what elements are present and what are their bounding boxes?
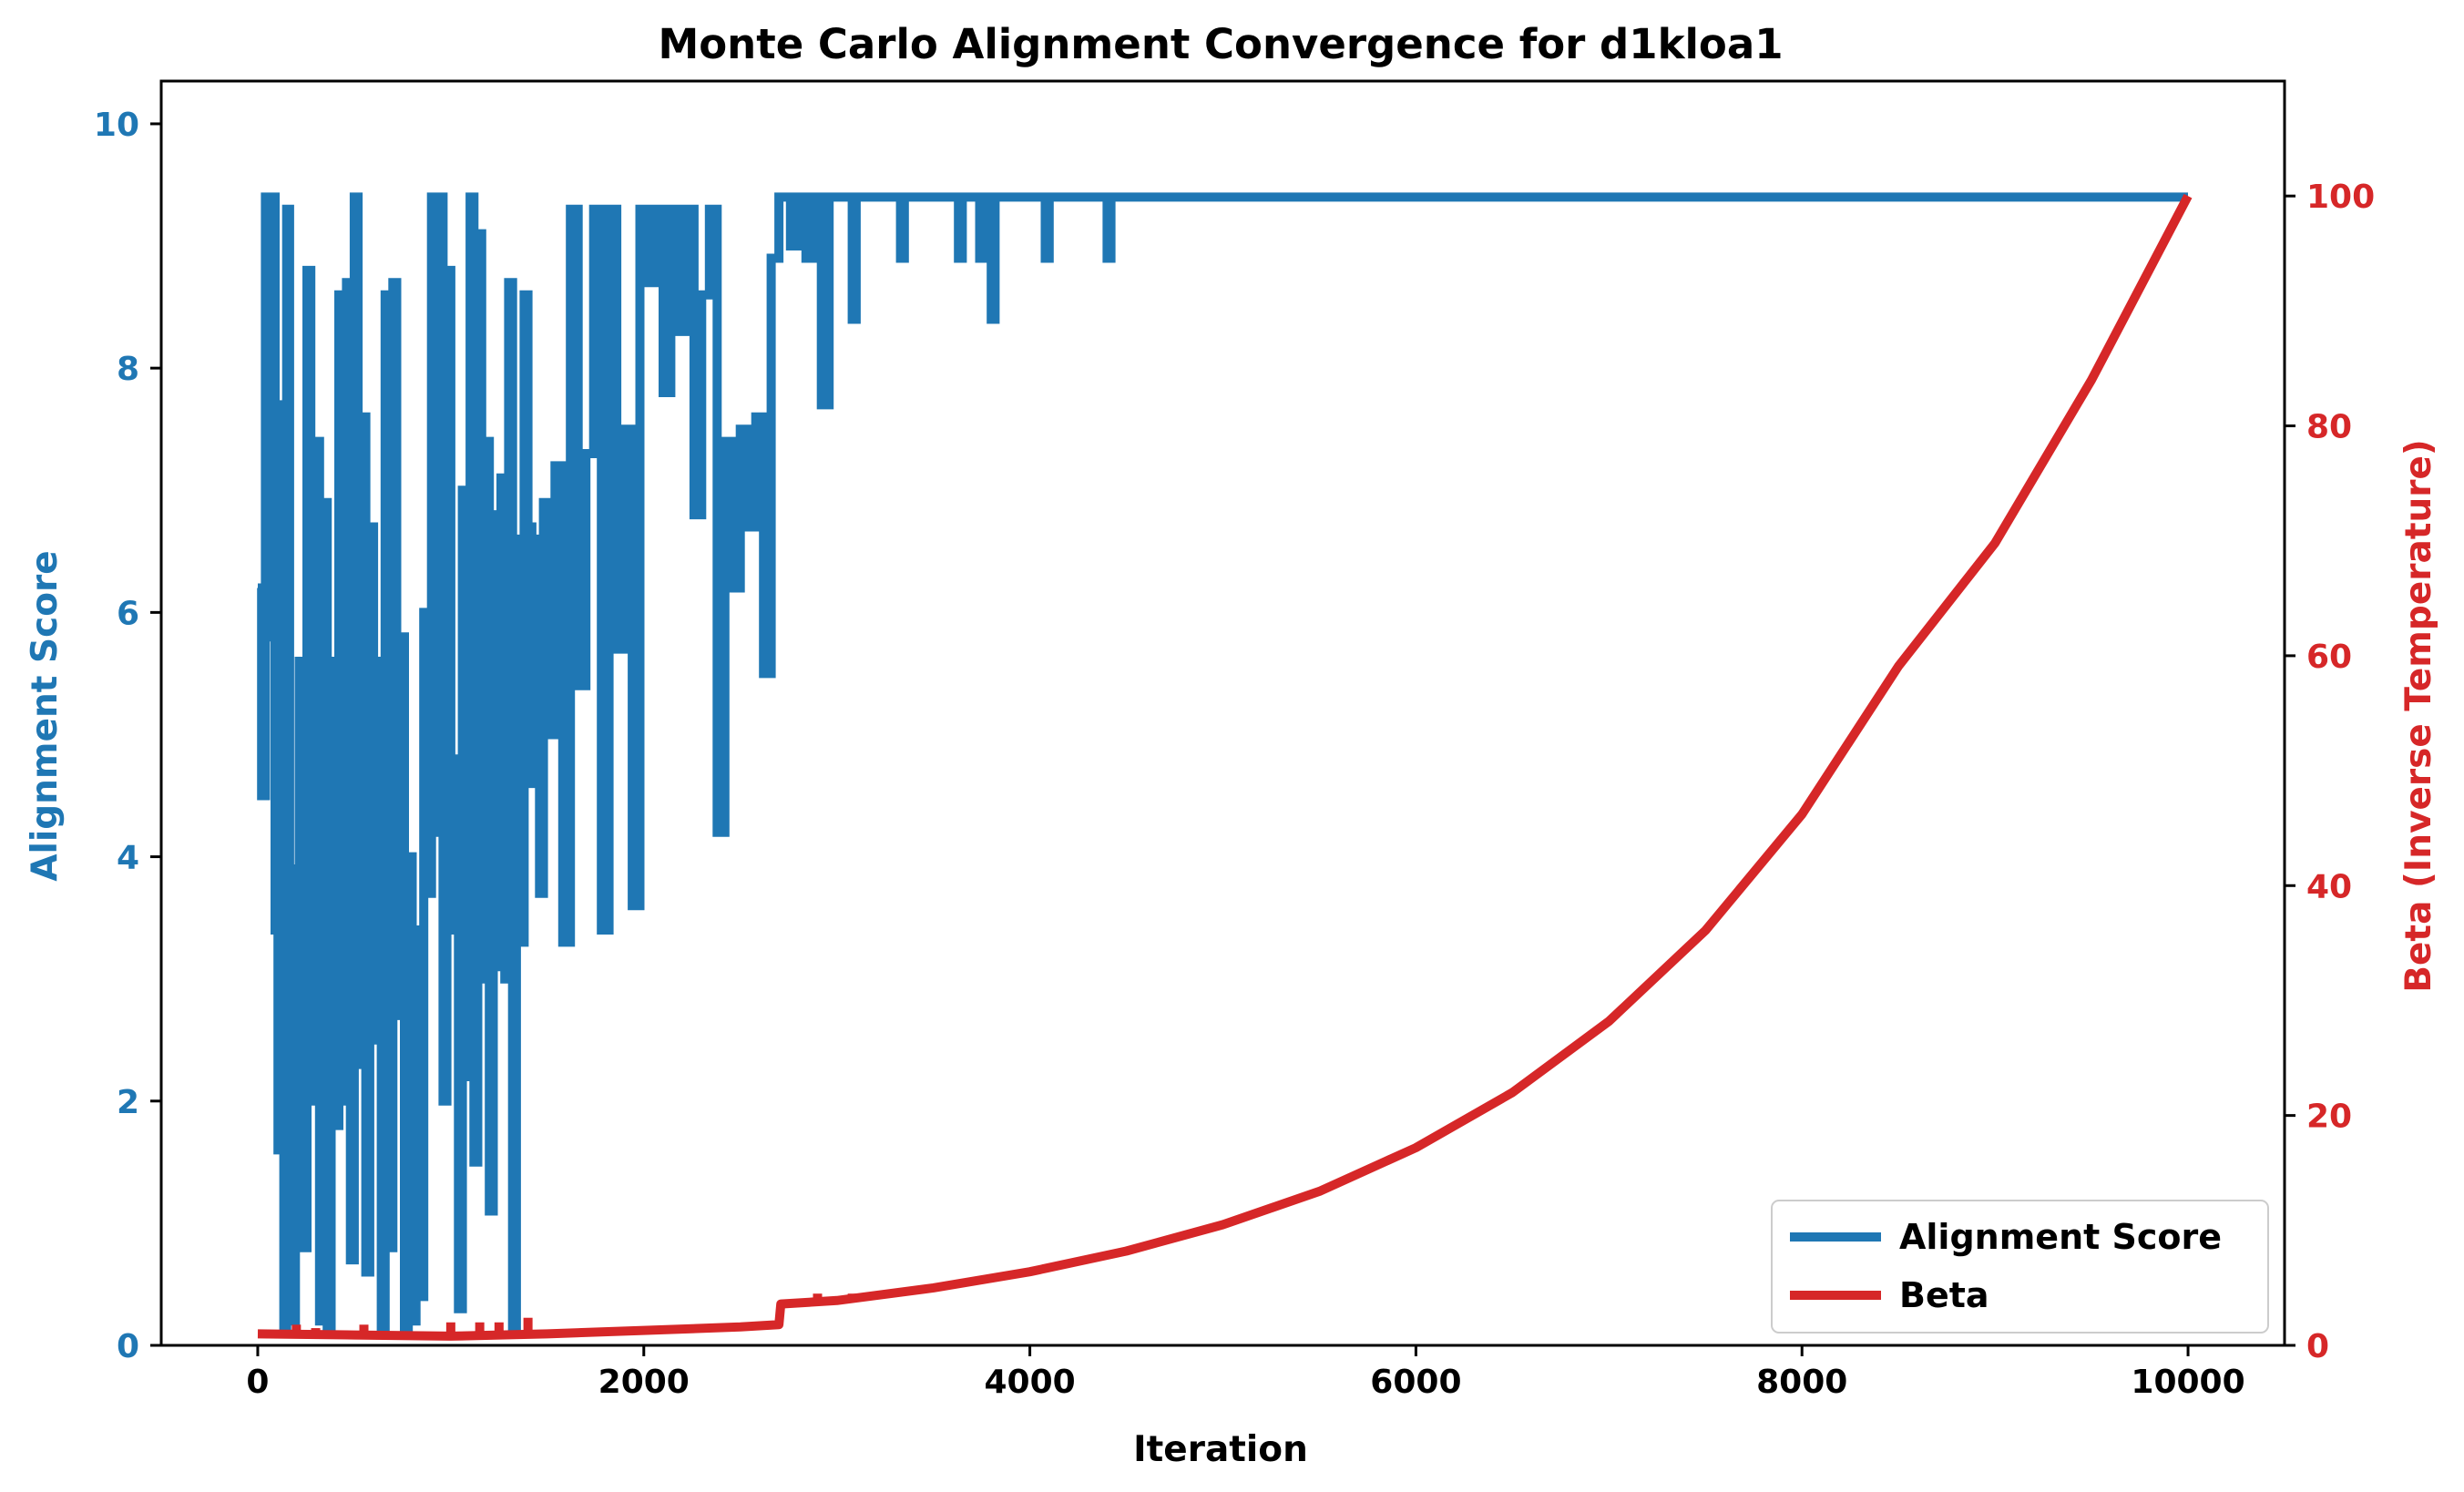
series-line-alignment-score [257, 192, 2188, 1338]
x-tick-label: 2000 [598, 1364, 690, 1401]
y-left-tick-label: 8 [117, 351, 139, 388]
x-tick-label: 0 [246, 1364, 269, 1401]
legend: Alignment Score Beta [1771, 1200, 2269, 1334]
y-right-tick-label: 40 [2306, 868, 2352, 905]
y-left-tick-label: 4 [117, 840, 139, 877]
y-right-tick-label: 80 [2306, 409, 2352, 446]
x-tick-label: 10000 [2131, 1364, 2244, 1401]
axes-layer: 0 2000 4000 6000 8000 10000024681002040608010… [94, 79, 2375, 1401]
y-left-tick-label: 2 [117, 1084, 139, 1121]
y-right-tick-label: 60 [2306, 639, 2352, 676]
y-left-tick-label: 0 [117, 1328, 139, 1365]
x-tick-label: 8000 [1756, 1364, 1847, 1401]
series-layer [257, 192, 2193, 1341]
x-axis-title: Iteration [1133, 1429, 1308, 1470]
legend-box [1771, 1200, 2269, 1334]
chart-title: Monte Carlo Alignment Convergence for d1… [658, 20, 1783, 68]
plot-frame [159, 79, 2286, 1347]
y-right-tick-label: 20 [2306, 1099, 2352, 1136]
y-axis-right-title: Beta (Inverse Temperature) [2398, 439, 2439, 993]
y-right-tick-label: 100 [2306, 179, 2375, 216]
y-right-tick-label: 0 [2306, 1328, 2329, 1365]
legend-label-beta: Beta [1899, 1275, 1989, 1315]
y-left-tick-label: 10 [94, 107, 139, 144]
plot-area [257, 192, 2193, 1341]
y-left-tick-label: 6 [117, 595, 139, 632]
x-tick-label: 6000 [1370, 1364, 1461, 1401]
x-tick-label: 4000 [984, 1364, 1075, 1401]
y-axis-left-title: Alignment Score [25, 550, 66, 881]
legend-label-score: Alignment Score [1899, 1217, 2222, 1257]
series-line-beta [257, 193, 2193, 1341]
